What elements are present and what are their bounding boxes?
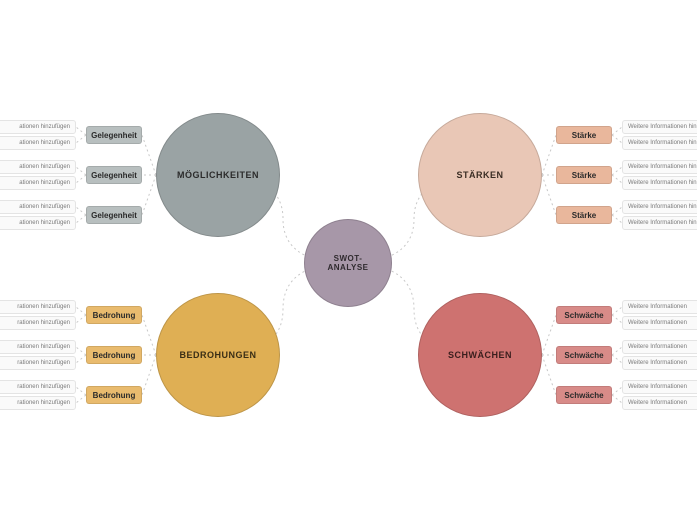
leaf-staerken-2-0[interactable]: Weitere Informationen hin [622,200,697,214]
leaf-bedrohungen-2-1[interactable]: rationen hinzufügen [0,396,76,410]
pill-schwaechen-2[interactable]: Schwäche [556,386,612,404]
leaf-bedrohungen-1-1[interactable]: rationen hinzufügen [0,356,76,370]
pill-staerken-0[interactable]: Stärke [556,126,612,144]
leaf-bedrohungen-2-0[interactable]: rationen hinzufügen [0,380,76,394]
pill-staerken-2[interactable]: Stärke [556,206,612,224]
branch-staerken[interactable]: STÄRKEN [418,113,542,237]
leaf-schwaechen-0-1[interactable]: Weitere Informationen [622,316,697,330]
pill-moeglichkeiten-2[interactable]: Gelegenheit [86,206,142,224]
leaf-staerken-0-1[interactable]: Weitere Informationen hin [622,136,697,150]
pill-bedrohungen-2[interactable]: Bedrohung [86,386,142,404]
leaf-schwaechen-0-0[interactable]: Weitere Informationen [622,300,697,314]
branch-staerken-label: STÄRKEN [452,170,507,180]
leaf-schwaechen-1-1[interactable]: Weitere Informationen [622,356,697,370]
leaf-bedrohungen-0-1[interactable]: rationen hinzufügen [0,316,76,330]
leaf-bedrohungen-0-0[interactable]: rationen hinzufügen [0,300,76,314]
branch-bedrohungen[interactable]: BEDROHUNGEN [156,293,280,417]
pill-moeglichkeiten-1[interactable]: Gelegenheit [86,166,142,184]
leaf-moeglichkeiten-2-0[interactable]: ationen hinzufügen [0,200,76,214]
leaf-schwaechen-2-0[interactable]: Weitere Informationen [622,380,697,394]
leaf-schwaechen-1-0[interactable]: Weitere Informationen [622,340,697,354]
leaf-moeglichkeiten-2-1[interactable]: ationen hinzufügen [0,216,76,230]
center-node-label: SWOT-ANALYSE [324,254,373,272]
pill-moeglichkeiten-0[interactable]: Gelegenheit [86,126,142,144]
leaf-staerken-1-0[interactable]: Weitere Informationen hin [622,160,697,174]
pill-staerken-1[interactable]: Stärke [556,166,612,184]
leaf-schwaechen-2-1[interactable]: Weitere Informationen [622,396,697,410]
leaf-staerken-0-0[interactable]: Weitere Informationen hin [622,120,697,134]
pill-bedrohungen-0[interactable]: Bedrohung [86,306,142,324]
leaf-staerken-1-1[interactable]: Weitere Informationen hin [622,176,697,190]
branch-bedrohungen-label: BEDROHUNGEN [175,350,260,360]
leaf-moeglichkeiten-0-1[interactable]: ationen hinzufügen [0,136,76,150]
branch-moeglichkeiten-label: MÖGLICHKEITEN [173,170,263,180]
center-node[interactable]: SWOT-ANALYSE [304,219,392,307]
branch-schwaechen-label: SCHWÄCHEN [444,350,516,360]
pill-schwaechen-1[interactable]: Schwäche [556,346,612,364]
branch-moeglichkeiten[interactable]: MÖGLICHKEITEN [156,113,280,237]
leaf-moeglichkeiten-0-0[interactable]: ationen hinzufügen [0,120,76,134]
leaf-moeglichkeiten-1-1[interactable]: ationen hinzufügen [0,176,76,190]
branch-schwaechen[interactable]: SCHWÄCHEN [418,293,542,417]
pill-schwaechen-0[interactable]: Schwäche [556,306,612,324]
pill-bedrohungen-1[interactable]: Bedrohung [86,346,142,364]
leaf-moeglichkeiten-1-0[interactable]: ationen hinzufügen [0,160,76,174]
leaf-staerken-2-1[interactable]: Weitere Informationen hin [622,216,697,230]
leaf-bedrohungen-1-0[interactable]: rationen hinzufügen [0,340,76,354]
